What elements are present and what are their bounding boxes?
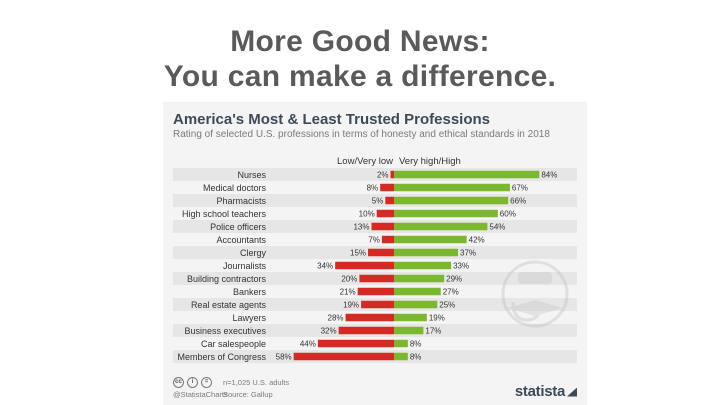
bar-high [394, 170, 540, 179]
attribution-icon: i [187, 377, 198, 388]
value-label-low: 28% [328, 314, 344, 323]
bar-high [394, 235, 467, 244]
bar-low [381, 235, 394, 244]
no-derivatives-icon: = [201, 377, 212, 388]
bar-high [394, 196, 509, 205]
category-label: Bankers [233, 287, 267, 297]
category-label: Clergy [240, 248, 267, 258]
source-note: Source: Gallup [223, 390, 273, 399]
sample-note: n=1,025 U.S. adults [223, 378, 290, 387]
bar-high [394, 222, 488, 231]
value-label-low: 21% [340, 288, 356, 297]
category-label: Business executives [184, 326, 266, 336]
bar-high [394, 274, 445, 283]
value-label-high: 66% [510, 197, 526, 206]
category-label: Journalists [223, 261, 267, 271]
category-label: Members of Congress [177, 352, 266, 362]
bar-low [335, 261, 394, 270]
bar-low [345, 313, 394, 322]
bar-low [357, 287, 394, 296]
value-label-high: 19% [429, 314, 445, 323]
category-label: Police officers [210, 222, 266, 232]
bar-low [361, 300, 394, 309]
legend-high: Very high/High [399, 156, 461, 167]
slide-title-line2: You can make a difference. [163, 60, 557, 93]
bar-high [394, 352, 408, 361]
bar-high [394, 261, 452, 270]
category-label: Medical doctors [203, 183, 267, 193]
value-label-low: 13% [353, 223, 369, 232]
chart-title: America's Most & Least Trusted Professio… [173, 111, 490, 128]
value-label-low: 10% [359, 210, 375, 219]
value-label-low: 15% [350, 249, 366, 258]
chart-card: America's Most & Least Trusted Professio… [163, 102, 587, 405]
bar-low [371, 222, 394, 231]
bar-low [385, 196, 394, 205]
statista-logo-text: statista [514, 383, 565, 400]
value-label-high: 54% [489, 223, 505, 232]
value-label-low: 58% [276, 353, 292, 362]
category-label: Car salespeople [201, 339, 266, 349]
value-label-high: 8% [410, 340, 422, 349]
slide-title-line1: More Good News: [230, 25, 490, 58]
value-label-high: 42% [469, 236, 485, 245]
bar-high [394, 300, 438, 309]
medical-watermark-icon [501, 260, 569, 328]
category-label: Real estate agents [191, 300, 267, 310]
bar-high [394, 287, 441, 296]
value-label-high: 60% [500, 210, 516, 219]
value-label-high: 37% [460, 249, 476, 258]
value-label-high: 33% [453, 262, 469, 271]
category-label: Building contractors [187, 274, 267, 284]
bar-high [394, 209, 498, 218]
statista-logo-mark [567, 387, 577, 397]
legend-low: Low/Very low [337, 156, 393, 167]
bar-high [394, 326, 424, 335]
value-label-high: 67% [512, 184, 528, 193]
bar-low [368, 248, 394, 257]
bar-low [376, 209, 394, 218]
value-label-low: 2% [377, 171, 389, 180]
bar-low [338, 326, 394, 335]
bar-low [380, 183, 394, 192]
value-label-low: 8% [367, 184, 379, 193]
category-label: Lawyers [232, 313, 266, 323]
bar-high [394, 248, 459, 257]
statista-logo: statista [515, 383, 577, 400]
value-label-high: 84% [541, 171, 557, 180]
value-label-low: 32% [321, 327, 337, 336]
value-label-high: 8% [410, 353, 422, 362]
bar-low [317, 339, 394, 348]
bar-low [359, 274, 394, 283]
bar-high [394, 339, 408, 348]
value-label-high: 17% [425, 327, 441, 336]
value-label-high: 25% [439, 301, 455, 310]
value-label-low: 19% [343, 301, 359, 310]
bar-low [293, 352, 394, 361]
category-label: Accountants [216, 235, 266, 245]
value-label-low: 34% [317, 262, 333, 271]
value-label-low: 5% [372, 197, 384, 206]
category-label: Nurses [237, 170, 266, 180]
statista-handle: @StatistaCharts [173, 390, 228, 399]
bar-high [394, 313, 427, 322]
category-label: Pharmacists [216, 196, 266, 206]
category-label: High school teachers [182, 209, 267, 219]
cc-license-icon: cc [173, 377, 184, 388]
value-label-low: 44% [300, 340, 316, 349]
value-label-high: 29% [446, 275, 462, 284]
bar-low [390, 170, 394, 179]
chart-subtitle: Rating of selected U.S. professions in t… [173, 129, 550, 140]
bar-high [394, 183, 510, 192]
bar-chart: Nurses 2% 84% Medical doctors 8% 67% Pharmacis… [173, 168, 577, 363]
value-label-high: 27% [443, 288, 459, 297]
value-label-low: 20% [341, 275, 357, 284]
value-label-low: 7% [368, 236, 380, 245]
